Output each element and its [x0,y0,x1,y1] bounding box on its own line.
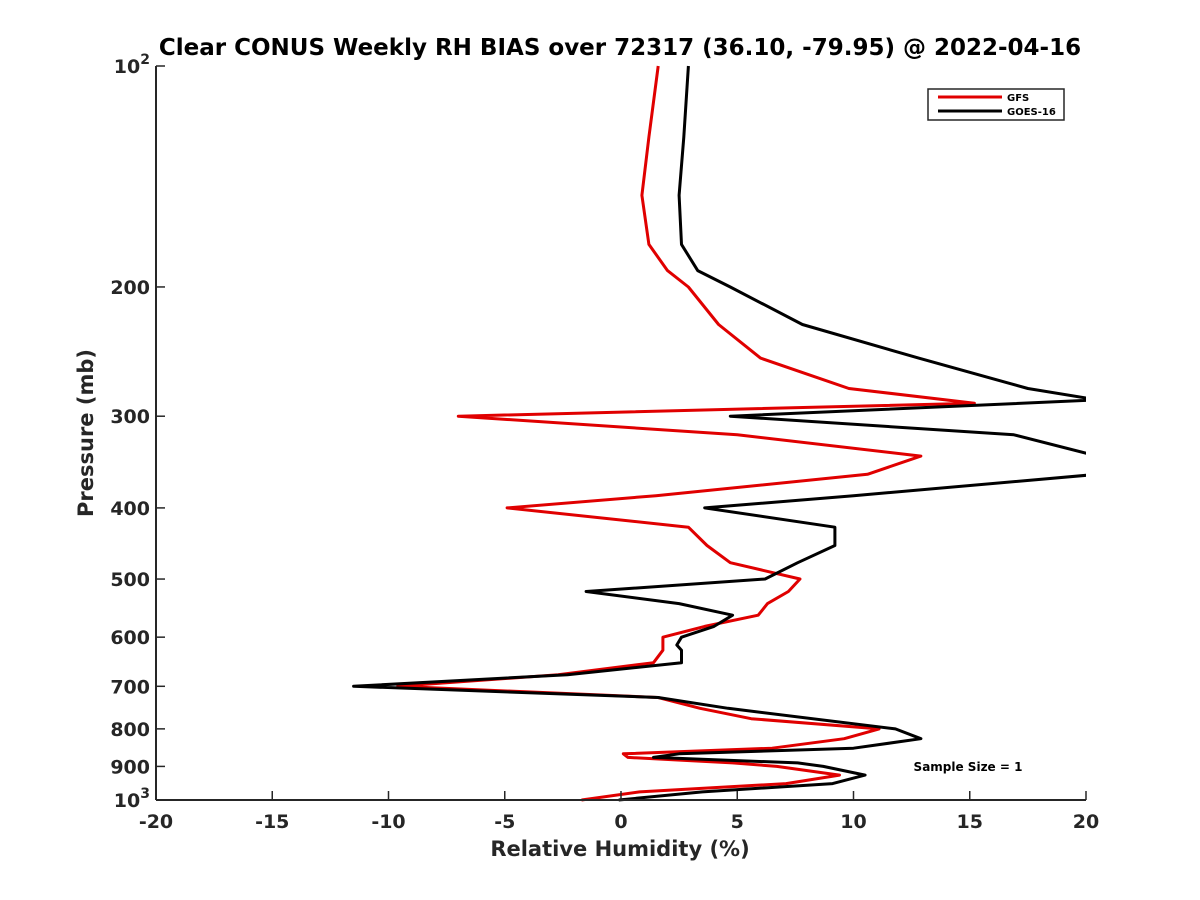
y-tick-label: 600 [110,627,150,649]
y-tick-label: 200 [110,277,150,299]
y-tick-label: 700 [110,676,150,698]
chart-legend: GFS GOES-16 [927,88,1065,121]
x-tick-label: -15 [255,811,289,833]
y-tick-label: 103 [114,786,150,812]
plot-series-group [352,65,1086,802]
x-axis-ticks: -20 -15 -10 -5 0 5 10 15 20 [139,791,1099,833]
x-tick-label: 15 [957,811,983,833]
y-axis-label: Pressure (mb) [74,349,98,517]
y-tick-label: 500 [110,569,150,591]
x-tick-label: 10 [840,811,866,833]
series-line-goes16 [352,65,1086,802]
x-tick-label: -20 [139,811,173,833]
x-tick-label: -10 [371,811,405,833]
sample-size-annotation: Sample Size = 1 [914,760,1023,774]
y-tick-label: 400 [110,498,150,520]
series-line-gfs [396,65,976,802]
x-tick-label: 5 [731,811,744,833]
legend-box [927,88,1065,121]
y-tick-label: 900 [110,756,150,778]
y-tick-label: 102 [114,52,150,78]
x-tick-label: 0 [614,811,627,833]
legend-label-gfs: GFS [1007,93,1029,104]
x-axis-label: Relative Humidity (%) [490,837,749,861]
x-tick-label: -5 [494,811,515,833]
y-tick-label: 300 [110,406,150,428]
y-tick-label: 800 [110,719,150,741]
y-axis-ticks: 102 200 300 400 500 600 700 800 900 103 [110,52,165,812]
x-tick-label: 20 [1073,811,1099,833]
chart-title: Clear CONUS Weekly RH BIAS over 72317 (3… [159,35,1081,61]
legend-label-goes16: GOES-16 [1007,107,1056,118]
